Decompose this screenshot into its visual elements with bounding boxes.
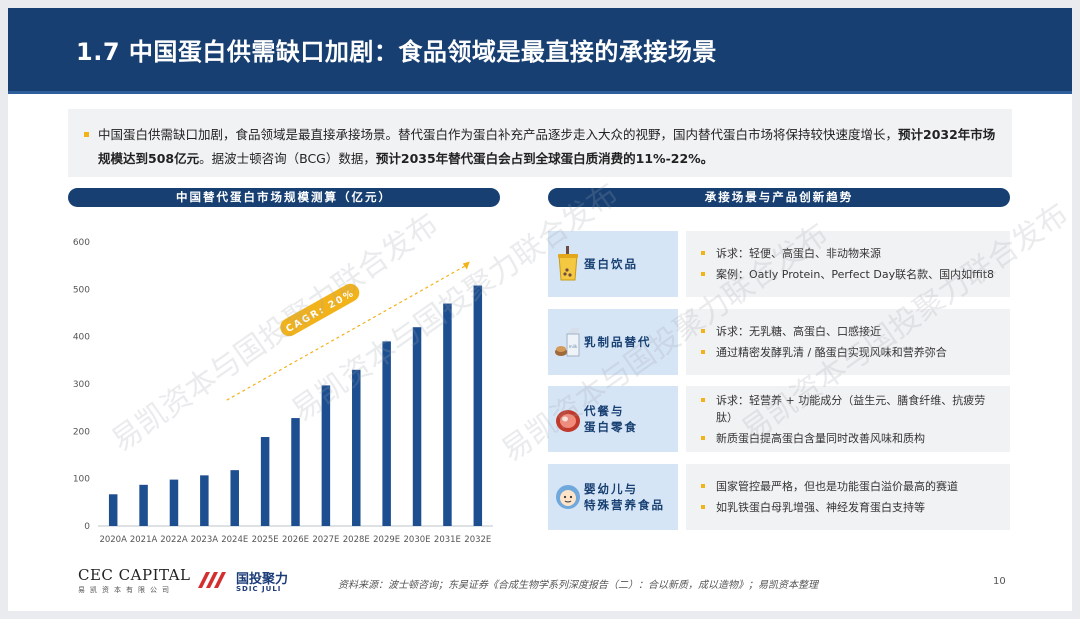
scene-label-box: 代餐与 蛋白零食 (548, 386, 678, 452)
sdic-logo-mark-icon (198, 572, 226, 588)
milk-carton-icon: milk (554, 324, 582, 360)
summary-text: 中国蛋白供需缺口加剧，食品领域是最直接承接场景。替代蛋白作为蛋白补充产品逐步走入… (98, 123, 998, 171)
page-number: 10 (993, 576, 1006, 587)
scene-row: 婴幼儿与 特殊营养食品 国家管控最严格，但也是功能蛋白溢价最高的赛道 如乳铁蛋白母乳… (548, 464, 1010, 530)
page-title: 1.7 中国蛋白供需缺口加剧：食品领域是最直接的承接场景 (76, 38, 717, 66)
scene-label: 婴幼儿与 特殊营养食品 (584, 464, 674, 530)
bar-2031E (443, 303, 452, 526)
x-tick-label: 2031E (434, 535, 461, 545)
cagr-label-bg (280, 283, 360, 337)
x-tick-label: 2023A (191, 535, 219, 545)
cec-logo-text: CEC CAPITAL (78, 566, 191, 584)
x-tick-label: 2024E (221, 535, 248, 545)
scene-detail-item: 案例：Oatly Protein、Perfect Day联名款、国内如ffit8 (686, 266, 1010, 283)
scene-detail-item: 诉求：轻便、高蛋白、非动物来源 (686, 245, 1010, 262)
scene-detail-box: 国家管控最严格，但也是功能蛋白溢价最高的赛道 如乳铁蛋白母乳增强、神经发育蛋白支持… (686, 464, 1010, 530)
scene-detail-item: 如乳铁蛋白母乳增强、神经发育蛋白支持等 (686, 499, 1010, 516)
bar-2030E (412, 327, 422, 526)
bar-2024E (230, 470, 239, 526)
cec-logo-subtitle: 易凯资本有限公司 (78, 586, 174, 594)
bar-2025E (260, 437, 270, 526)
scene-detail-item: 新质蛋白提高蛋白含量同时改善风味和质构 (686, 430, 1010, 447)
header-bar: 1.7 中国蛋白供需缺口加剧：食品领域是最直接的承接场景 (8, 8, 1072, 94)
sdic-logo-text: 国投聚力 (236, 572, 289, 587)
scene-label-box: milk 乳制品替代 (548, 309, 678, 375)
svg-text:milk: milk (569, 344, 578, 349)
summary-highlight-1: 预计2032年市场规模达到508亿元 (98, 127, 996, 166)
bullet-square-icon (84, 132, 89, 137)
x-tick-label: 2030E (404, 535, 431, 545)
scene-label: 乳制品替代 (584, 309, 674, 375)
meat-snack-icon (554, 401, 582, 437)
bar-2023A (200, 475, 209, 526)
scene-detail-box: 诉求：轻便、高蛋白、非动物来源 案例：Oatly Protein、Perfect … (686, 231, 1010, 297)
x-tick-label: 2021A (130, 535, 158, 545)
scene-label-box: 婴幼儿与 特殊营养食品 (548, 464, 678, 530)
y-tick-label: 200 (73, 427, 90, 437)
scene-row: 代餐与 蛋白零食 诉求：轻营养 + 功能成分（益生元、膳食纤维、抗疲劳肽） 新质蛋白… (548, 386, 1010, 452)
scenes-title-pill: 承接场景与产品创新趋势 (548, 188, 1010, 207)
scene-row: 蛋白饮品 诉求：轻便、高蛋白、非动物来源 案例：Oatly Protein、Perf… (548, 231, 1010, 297)
scene-label: 代餐与 蛋白零食 (584, 386, 674, 452)
slide: 1.7 中国蛋白供需缺口加剧：食品领域是最直接的承接场景 中国蛋白供需缺口加剧，… (8, 8, 1072, 611)
x-tick-label: 2025E (252, 535, 279, 545)
sdic-logo-english: SDIC JULI (236, 585, 282, 593)
scene-detail-item: 国家管控最严格，但也是功能蛋白溢价最高的赛道 (686, 478, 1010, 495)
scene-detail-item: 诉求：轻营养 + 功能成分（益生元、膳食纤维、抗疲劳肽） (686, 392, 1010, 426)
summary-part2: 。据波士顿咨询（BCG）数据， (199, 151, 376, 166)
bar-2029E (382, 341, 391, 526)
chart-title-pill: 中国替代蛋白市场规模测算（亿元） (68, 188, 500, 207)
scene-label-text: 蛋白饮品 (584, 257, 638, 271)
scene-label-text: 婴幼儿与 特殊营养食品 (584, 482, 665, 512)
bar-2028E (352, 369, 361, 526)
y-tick-label: 400 (73, 333, 90, 343)
summary-part1: 中国蛋白供需缺口加剧，食品领域是最直接承接场景。替代蛋白作为蛋白补充产品逐步走入… (98, 127, 899, 142)
baby-icon (554, 479, 582, 515)
x-tick-label: 2029E (373, 535, 400, 545)
scene-detail-box: 诉求：轻营养 + 功能成分（益生元、膳食纤维、抗疲劳肽） 新质蛋白提高蛋白含量同时… (686, 386, 1010, 452)
x-tick-label: 2022A (160, 535, 188, 545)
y-tick-label: 100 (73, 475, 90, 485)
y-tick-label: 600 (73, 238, 90, 248)
cagr-trend-line (226, 265, 467, 401)
scene-label-box: 蛋白饮品 (548, 231, 678, 297)
scene-detail-box: 诉求：无乳糖、高蛋白、口感接近 通过精密发酵乳清 / 酪蛋白实现风味和营养弥合 (686, 309, 1010, 375)
x-tick-label: 2032E (464, 535, 491, 545)
bar-2026E (291, 418, 300, 526)
cagr-label: CAGR: 20% (280, 283, 360, 337)
bar-2020A (108, 494, 118, 526)
scene-detail-item: 通过精密发酵乳清 / 酪蛋白实现风味和营养弥合 (686, 344, 1010, 361)
x-tick-label: 2027E (312, 535, 339, 545)
x-tick-label: 2026E (282, 535, 309, 545)
scene-row: milk 乳制品替代 诉求：无乳糖、高蛋白、口感接近 通过精密发酵乳清 / 酪蛋白实现… (548, 309, 1010, 375)
bar-2022A (169, 479, 179, 526)
scene-detail-item: 诉求：无乳糖、高蛋白、口感接近 (686, 323, 1010, 340)
x-tick-label: 2020A (99, 535, 127, 545)
summary-highlight-2: 预计2035年替代蛋白会占到全球蛋白质消费的11%-22%。 (375, 151, 714, 166)
summary-box: 中国蛋白供需缺口加剧，食品领域是最直接承接场景。替代蛋白作为蛋白补充产品逐步走入… (68, 109, 1012, 177)
bar-2032E (473, 285, 483, 526)
cec-capital-logo: CEC CAPITAL 易凯资本有限公司 (78, 566, 190, 595)
bubble-tea-icon (554, 246, 582, 282)
bar-2021A (139, 484, 148, 526)
y-tick-label: 300 (73, 380, 90, 390)
y-tick-label: 0 (84, 522, 90, 532)
scene-label-text: 代餐与 蛋白零食 (584, 404, 638, 434)
scene-label: 蛋白饮品 (584, 231, 674, 297)
cagr-label-text: CAGR: 20% (284, 288, 357, 336)
cagr-arrow-icon (462, 261, 470, 270)
y-tick-label: 500 (73, 285, 90, 295)
scene-label-text: 乳制品替代 (584, 335, 652, 349)
source-note: 资料来源：波士顿咨询；东吴证券《合成生物学系列深度报告（二）：合以新质，成以造物… (338, 580, 818, 591)
bar-2027E (321, 385, 331, 526)
x-tick-label: 2028E (343, 535, 370, 545)
